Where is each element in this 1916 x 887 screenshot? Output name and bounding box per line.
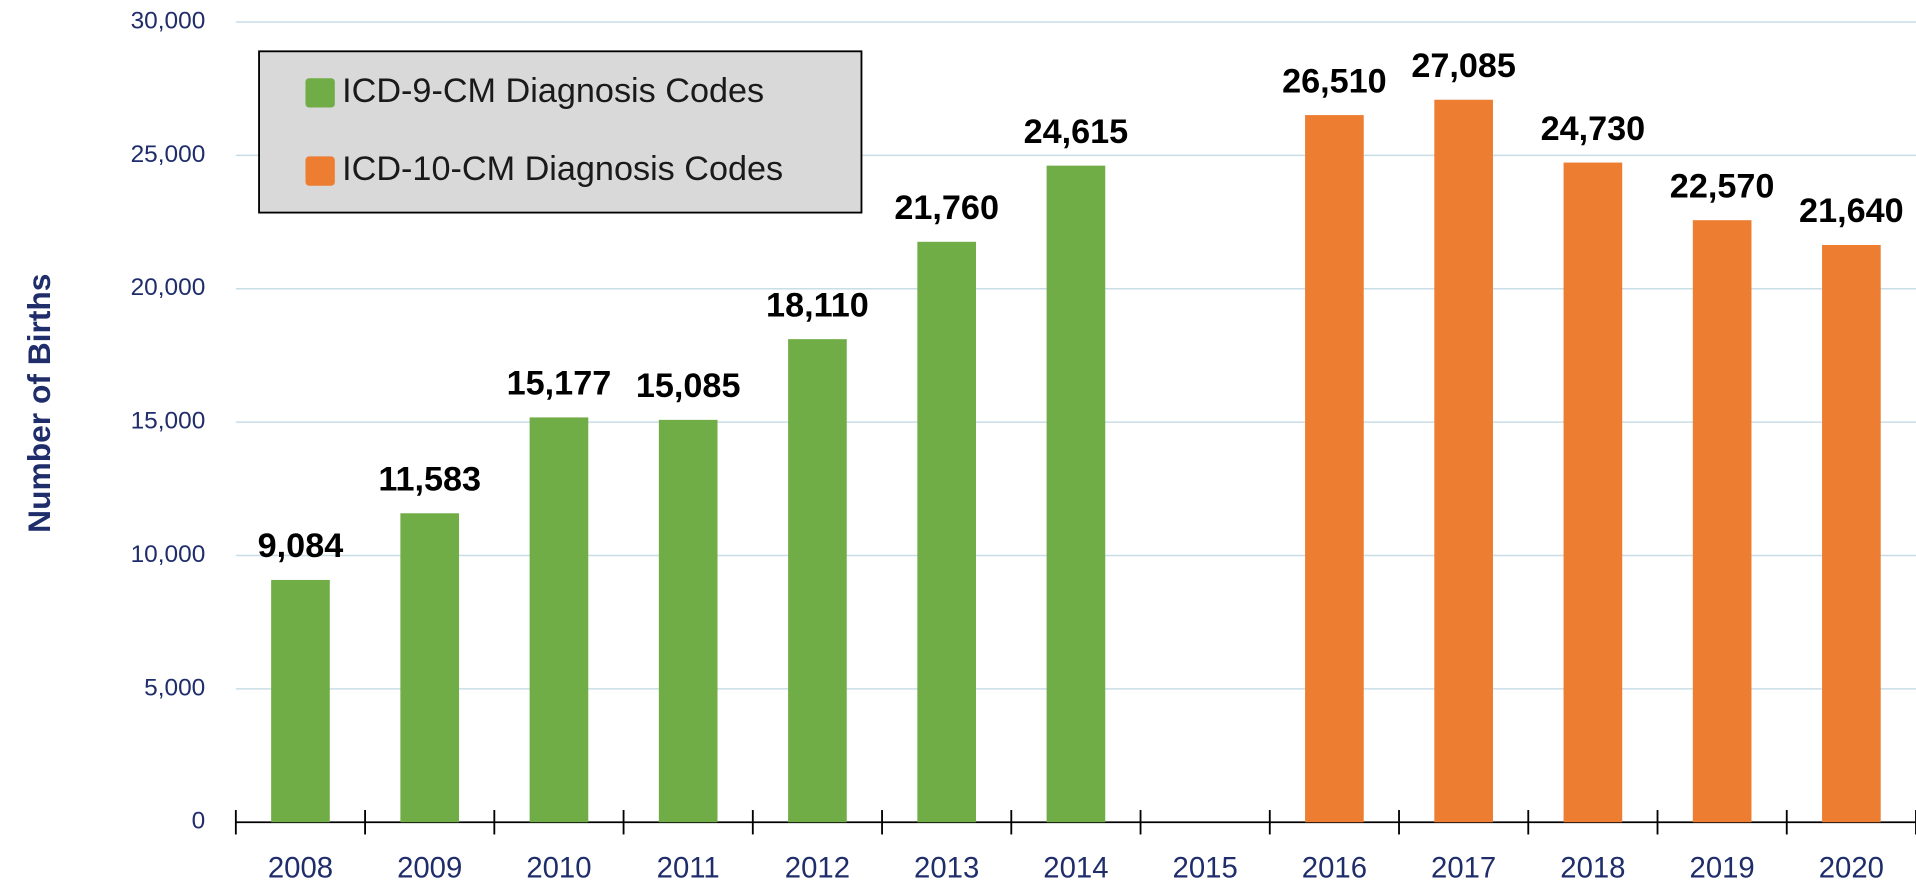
bar	[1822, 244, 1881, 823]
y-tick-label: 15,000	[131, 408, 206, 435]
x-tick-label: 2016	[1302, 852, 1367, 885]
x-tick-label: 2009	[397, 852, 462, 885]
y-tick-label: 0	[192, 808, 206, 835]
x-tick-label: 2011	[657, 852, 720, 885]
x-tick-label: 2014	[1043, 852, 1108, 885]
bar	[1563, 162, 1623, 823]
bar	[1434, 99, 1493, 823]
legend-box	[258, 50, 863, 214]
x-tick-label: 2017	[1431, 852, 1496, 885]
value-label: 21,760	[894, 189, 999, 227]
bar	[400, 513, 460, 823]
value-label: 15,085	[636, 367, 741, 405]
bar	[917, 241, 977, 823]
x-tick-label: 2012	[785, 852, 850, 885]
bar	[1046, 165, 1106, 823]
y-axis-title: Number of Births	[21, 274, 57, 533]
bar	[529, 417, 589, 823]
bar	[1692, 220, 1752, 823]
y-tick-label: 5,000	[144, 674, 205, 701]
value-label: 15,177	[507, 365, 612, 403]
legend-label: ICD-10-CM Diagnosis Codes	[342, 150, 783, 188]
y-tick-label: 30,000	[131, 7, 206, 34]
x-tick-label: 2013	[914, 852, 979, 885]
y-tick-label: 20,000	[131, 274, 206, 301]
bar	[788, 339, 847, 823]
value-label: 9,084	[258, 527, 344, 565]
bar	[1305, 115, 1364, 823]
legend-swatch	[305, 78, 335, 108]
y-tick-label: 10,000	[131, 541, 206, 568]
x-tick-label: 2008	[268, 852, 333, 885]
value-label: 18,110	[766, 286, 869, 324]
x-tick-label: 2015	[1173, 852, 1238, 885]
value-label: 22,570	[1670, 167, 1775, 205]
value-label: 26,510	[1282, 62, 1387, 100]
bar	[658, 419, 718, 823]
value-label: 24,615	[1024, 113, 1129, 151]
y-tick-label: 25,000	[131, 141, 206, 168]
x-tick-label: 2019	[1690, 852, 1755, 885]
legend-swatch	[305, 156, 335, 186]
bar	[271, 579, 330, 823]
value-label: 11,583	[378, 461, 481, 499]
value-label: 27,085	[1411, 47, 1516, 85]
legend: ICD-9-CM Diagnosis Codes ICD-10-CM Diagno…	[258, 50, 863, 214]
value-label: 21,640	[1799, 192, 1904, 230]
x-tick-label: 2020	[1819, 852, 1884, 885]
legend-label: ICD-9-CM Diagnosis Codes	[342, 72, 764, 110]
x-tick-label: 2018	[1560, 852, 1625, 885]
value-label: 24,730	[1541, 110, 1646, 148]
x-tick-label: 2010	[526, 852, 591, 885]
